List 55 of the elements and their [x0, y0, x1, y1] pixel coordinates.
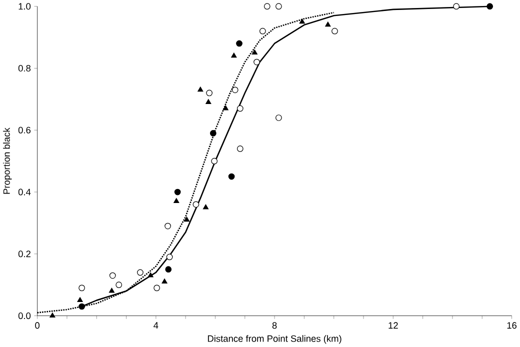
x-tick-label: 12	[388, 322, 398, 329]
point	[276, 114, 282, 122]
point	[210, 130, 216, 137]
point	[184, 216, 190, 222]
point	[192, 201, 200, 208]
point	[166, 254, 173, 260]
point	[211, 158, 218, 164]
point	[228, 173, 235, 180]
point	[78, 303, 85, 310]
x-tick-label: 0	[35, 322, 40, 329]
point	[174, 188, 181, 196]
point	[78, 284, 85, 292]
y-tick-label: 1.0	[18, 3, 31, 10]
point	[254, 58, 260, 66]
point	[222, 105, 228, 110]
point	[276, 3, 282, 10]
point	[299, 18, 305, 24]
y-axis-title: Proportion black	[3, 128, 12, 194]
point	[77, 297, 83, 302]
y-tick-label: 0.8	[18, 65, 31, 72]
x-tick-label: 4	[154, 322, 158, 329]
y-tick-label: 0.0	[18, 312, 31, 320]
y-tick-label: 0.4	[18, 188, 31, 196]
point	[164, 222, 171, 230]
point	[154, 284, 160, 292]
y-tick-label: 0.2	[18, 250, 30, 258]
point	[109, 272, 116, 279]
point	[50, 312, 56, 318]
x-tick-label: 8	[272, 322, 277, 329]
point	[206, 99, 212, 104]
point	[236, 146, 244, 152]
point	[202, 204, 209, 210]
point	[332, 28, 338, 34]
point	[486, 3, 494, 10]
point	[453, 3, 460, 10]
point	[137, 269, 144, 276]
point	[252, 50, 258, 55]
point	[259, 28, 266, 34]
point	[162, 278, 168, 284]
x-axis-title: Distance from Point Salines (km)	[208, 335, 342, 344]
point	[325, 22, 331, 27]
point	[116, 282, 122, 288]
point	[236, 40, 242, 47]
point	[232, 86, 238, 94]
point	[264, 3, 270, 10]
point	[108, 288, 115, 293]
point	[236, 105, 244, 112]
point	[165, 266, 172, 273]
point	[148, 272, 154, 278]
point	[174, 198, 180, 204]
y-tick-label: 0.6	[18, 126, 31, 134]
point	[198, 86, 204, 92]
point	[206, 90, 212, 96]
point	[231, 52, 237, 58]
x-tick-label: 16	[507, 322, 517, 329]
